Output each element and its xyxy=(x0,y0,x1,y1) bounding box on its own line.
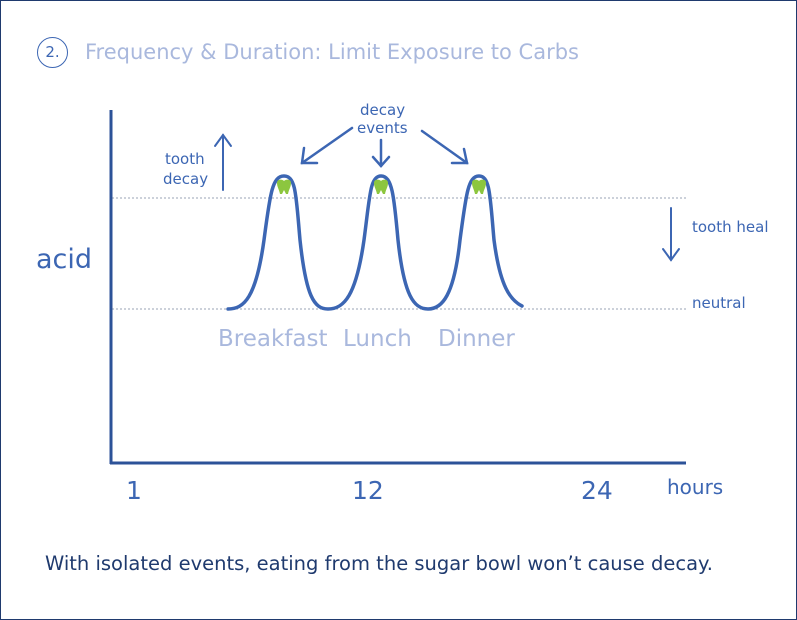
up-arrow-icon xyxy=(214,133,232,191)
x-tick-label: 1 xyxy=(126,476,142,505)
tooth-icon xyxy=(472,179,486,194)
y-axis-label: acid xyxy=(36,244,93,275)
x-tick-label: 12 xyxy=(352,476,384,505)
meal-label-lunch: Lunch xyxy=(343,326,412,352)
tooth-heal-label: tooth heal xyxy=(692,218,769,236)
decay-events-label-line1: decay xyxy=(360,101,406,119)
tooth-decay-label-line2: decay xyxy=(163,170,209,188)
x-axis-label: hours xyxy=(667,475,724,499)
arrow-to-lunch-peak xyxy=(371,138,391,168)
acid-curve xyxy=(226,174,524,311)
page-title: Frequency & Duration: Limit Exposure to … xyxy=(85,40,579,64)
caption: With isolated events, eating from the su… xyxy=(45,552,713,575)
meal-label-breakfast: Breakfast xyxy=(218,326,328,352)
step-number: 2. xyxy=(37,37,68,68)
down-arrow-icon xyxy=(662,207,680,262)
tooth-decay-label-line1: tooth xyxy=(165,150,205,168)
tooth-icon xyxy=(374,179,388,194)
arrow-to-dinner-peak xyxy=(420,129,469,165)
tooth-icon xyxy=(277,179,291,194)
neutral-label: neutral xyxy=(692,294,746,312)
meal-label-dinner: Dinner xyxy=(438,326,515,352)
arrow-to-breakfast-peak xyxy=(300,126,354,165)
x-tick-label: 24 xyxy=(581,476,613,505)
decay-events-label-line2: events xyxy=(357,119,408,137)
